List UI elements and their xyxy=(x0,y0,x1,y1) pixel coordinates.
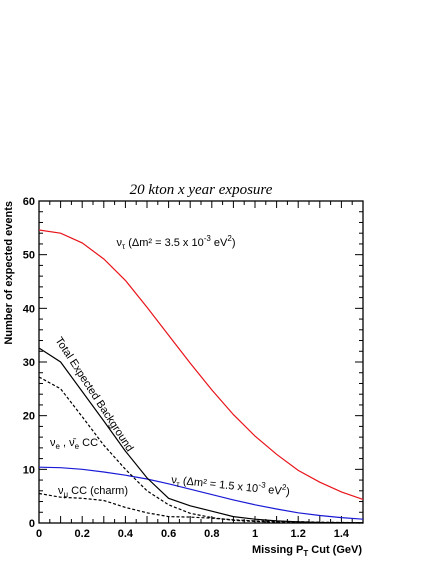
annotation-nutau-high: ντ (Δm² = 3.5 x 10-3 eV2) xyxy=(116,234,235,251)
x-axis-ticks: 0 0.2 0.4 0.6 0.8 1 1.2 1.4 xyxy=(36,201,364,540)
annot-nu: ν xyxy=(171,474,178,487)
x-tick-label: 0.6 xyxy=(161,528,176,540)
x-axis-label-sub: T xyxy=(303,549,308,558)
annot-unit: eV xyxy=(265,484,283,498)
annot-nu: ν xyxy=(58,485,64,497)
annot-unit-exp: 2 xyxy=(227,234,232,243)
plot-frame xyxy=(38,200,364,524)
annotation-numu: νμ CC (charm) xyxy=(58,485,128,499)
annot-unit-exp: 2 xyxy=(282,483,288,492)
x-tick-label: 1.4 xyxy=(334,528,350,540)
annot-exp: -3 xyxy=(204,234,212,243)
y-axis-label: Number of expected events xyxy=(3,201,15,345)
x-tick-label: 0.4 xyxy=(118,528,134,540)
annot-sub2: e xyxy=(75,442,80,451)
y-tick-label: 50 xyxy=(23,250,35,262)
annot-close: ) xyxy=(232,237,236,249)
plot-border xyxy=(38,200,364,524)
y-tick-label: 20 xyxy=(23,411,35,423)
x-axis-label-rest: Cut (GeV) xyxy=(308,544,362,556)
x-axis-label-main: Missing P xyxy=(252,544,303,556)
annot-close: ) xyxy=(285,486,290,498)
x-tick-label: 0.2 xyxy=(75,528,90,540)
annot-nu2: ν̄ xyxy=(69,437,77,449)
series-line-0 xyxy=(38,229,364,500)
annot-nu: ν xyxy=(116,237,122,249)
annot-sub: τ xyxy=(176,480,181,489)
annot-sub1: e xyxy=(56,442,61,451)
y-tick-label: 60 xyxy=(23,196,35,208)
chart-title: 20 kton x year exposure xyxy=(130,182,273,198)
x-axis-label: Missing PT Cut (GeV) xyxy=(252,544,362,558)
series-line-3 xyxy=(38,376,364,524)
series-line-4 xyxy=(38,492,364,524)
series-layer xyxy=(38,229,364,524)
annot-rest: CC xyxy=(79,437,98,449)
annot-text: (Δm² = 3.5 x 10 xyxy=(125,237,204,249)
x-tick-label: 0.8 xyxy=(204,528,219,540)
y-tick-label: 40 xyxy=(23,303,35,315)
annot-nu1: ν xyxy=(50,437,56,449)
y-tick-label: 30 xyxy=(23,357,35,369)
annot-exp: -3 xyxy=(258,480,267,490)
annot-sep: , xyxy=(60,437,69,449)
x-tick-label: 1.2 xyxy=(291,528,306,540)
y-tick-label: 10 xyxy=(23,464,35,476)
annot-text: (Δm² = 1.5 x 10 xyxy=(179,475,258,495)
annot-sub: τ xyxy=(122,242,126,251)
x-tick-label: 0 xyxy=(36,528,42,540)
x-tick-label: 1 xyxy=(252,528,258,540)
y-tick-label: 0 xyxy=(29,518,35,530)
series-line-1 xyxy=(38,466,364,520)
annot-rest: CC (charm) xyxy=(68,485,128,497)
annot-sub: μ xyxy=(64,490,69,499)
annot-unit: eV xyxy=(211,237,228,249)
annotation-nutau-low: ντ (Δm² = 1.5 x 10-3 eV2) xyxy=(170,471,290,500)
annotation-nue: νe , ν̄e CC xyxy=(50,437,98,451)
series-line-2 xyxy=(38,347,364,524)
